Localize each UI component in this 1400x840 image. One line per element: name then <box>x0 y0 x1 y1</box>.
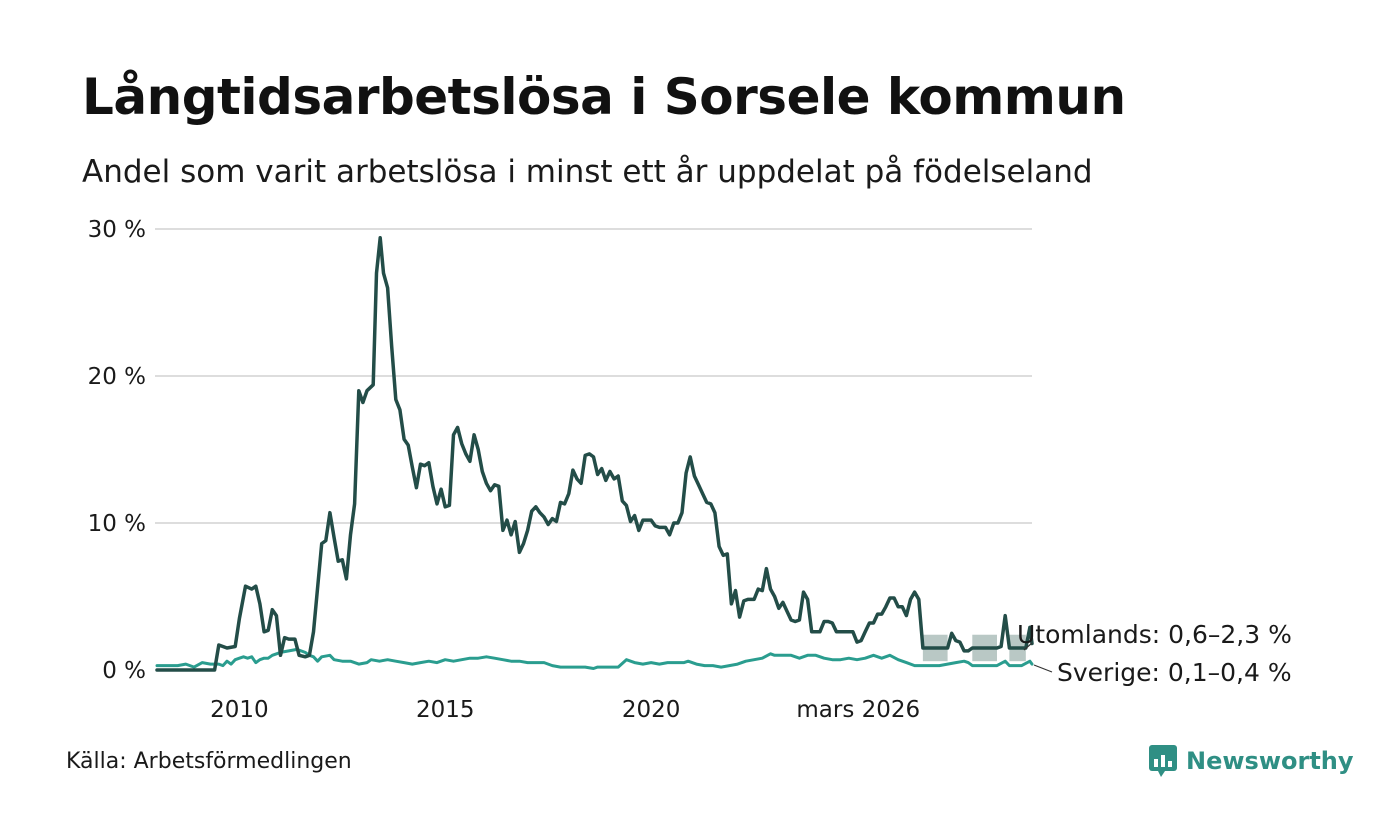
chart-title: Långtidsarbetslösa i Sorsele kommun <box>82 68 1126 126</box>
x-tick-label: 2020 <box>622 697 681 723</box>
x-tick-label: 2010 <box>210 697 269 723</box>
y-tick-label: 20 % <box>88 364 146 390</box>
brand-logo: Newsworthy <box>1148 744 1354 778</box>
label-layer: Utomlands: 0,6–2,3 % Sverige: 0,1–0,4 % <box>1017 620 1292 687</box>
sverige-leader-line <box>1033 664 1053 673</box>
y-tick-label: 0 % <box>102 658 146 684</box>
series-line-sverige <box>155 647 1034 670</box>
series-end-label-sverige: Sverige: 0,1–0,4 % <box>1057 658 1292 687</box>
series-line-utomlands <box>155 236 1034 672</box>
x-tick-label: mars 2026 <box>796 697 920 723</box>
brand-name: Newsworthy <box>1186 747 1354 775</box>
utomlands-leader-line <box>1023 642 1033 651</box>
y-tick-label: 10 % <box>88 511 146 537</box>
series-end-label-utomlands: Utomlands: 0,6–2,3 % <box>1017 620 1292 649</box>
source-note: Källa: Arbetsförmedlingen <box>66 749 352 774</box>
chart-subtitle: Andel som varit arbetslösa i minst ett å… <box>82 154 1093 190</box>
x-tick-label: 2015 <box>416 697 475 723</box>
grid-layer: 0 % 10 % 20 % 30 % 2010 2015 2020 mars 2026 <box>88 217 1032 723</box>
line-layer <box>155 236 1034 672</box>
y-tick-label: 30 % <box>88 217 146 243</box>
newsworthy-icon <box>1149 745 1177 777</box>
